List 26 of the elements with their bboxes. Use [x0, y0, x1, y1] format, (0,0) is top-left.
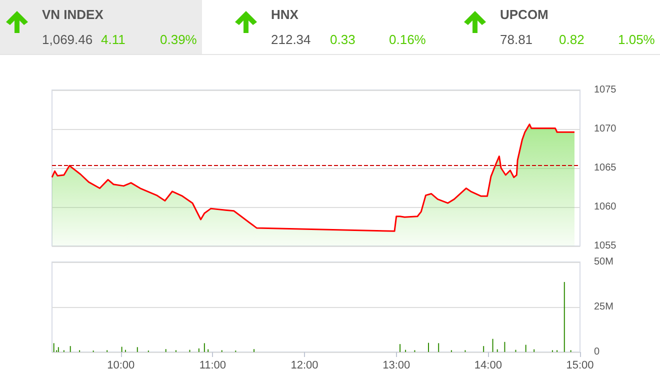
x-tick-label: 14:00: [474, 360, 502, 372]
x-tick-label: 10:00: [107, 360, 135, 372]
text: 1.05%: [618, 32, 655, 47]
text: 212.34: [271, 32, 311, 47]
y-tick-label: 1075: [594, 84, 617, 96]
text: 0.33: [330, 32, 356, 47]
y-tick-label: 1060: [594, 202, 617, 212]
x-tick-label: 15:00: [566, 360, 594, 372]
y-tick-label: 0: [594, 346, 600, 358]
x-tick-label: 11:00: [199, 360, 226, 372]
text: 78.81: [500, 32, 533, 47]
x-tick-label: 12:00: [290, 360, 318, 372]
text: UPCOM: [500, 7, 548, 22]
text: 1,069.46: [42, 32, 93, 47]
text: VN INDEX: [42, 7, 104, 22]
y-tick-label: 25M: [594, 302, 614, 312]
y-tick-label: 1055: [594, 240, 617, 252]
text: HNX: [271, 7, 298, 22]
text: 0.39%: [160, 32, 197, 47]
text: 0.16%: [389, 32, 426, 47]
x-tick-label: 13:00: [382, 360, 410, 372]
y-tick-label: 1070: [594, 124, 617, 134]
text: 0.82: [559, 32, 584, 47]
y-tick-label: 1065: [594, 162, 617, 174]
y-tick-label: 50M: [594, 256, 614, 268]
text: 4.11: [101, 32, 126, 47]
